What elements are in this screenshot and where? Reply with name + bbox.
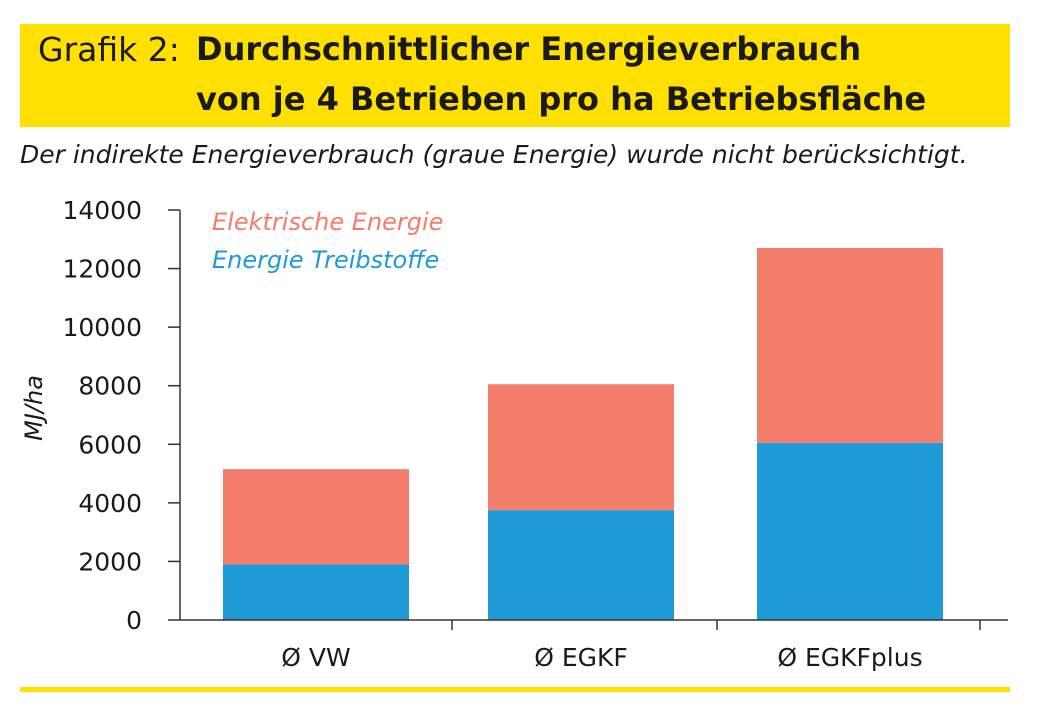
bar-elektrische-energie-1 [223,469,409,565]
bar-energie-treibstoffe-2 [488,510,674,620]
chart-title-line-1: Durchschnittlicher Energieverbrauch [196,30,862,68]
bar-elektrische-energie-3 [757,248,943,443]
y-tick-label: 2000 [78,547,142,576]
bar-energie-treibstoffe-1 [223,564,409,620]
x-tick-label: Ø EGKFplus [777,643,922,672]
axes-group: Ø VW Ø EGKF Ø EGKFplus 0 2000 4000 6000 8000 100… [62,196,1008,672]
y-tick-label: 8000 [78,372,142,401]
legend-energie-treibstoffe: Energie Treibstoffe [212,246,439,274]
x-tick-label: Ø VW [281,643,350,672]
figure-label: Grafik 2: [38,30,180,69]
x-tick-label: Ø EGKF [534,643,628,672]
y-tick-label: 4000 [78,489,142,518]
y-tick-label: 14000 [62,196,142,225]
legend-elektrische-energie: Elektrische Energie [212,208,443,236]
bar-energie-treibstoffe-3 [757,442,943,620]
bar-elektrische-energie-2 [488,384,674,511]
y-tick-label: 12000 [62,255,142,284]
y-axis-label: MJ/ha [20,375,48,441]
bottom-rule [20,687,1010,692]
chart-title-line-2: von je 4 Betrieben pro ha Betriebsfläche [196,80,927,118]
chart-subtitle: Der indirekte Energieverbrauch (graue En… [20,140,968,169]
y-tick-label: 10000 [62,313,142,342]
y-tick-label: 0 [126,606,142,635]
legend-group: Elektrische Energie Energie Treibstoffe [212,208,443,274]
bar-group [223,248,943,620]
title-band [20,24,1010,127]
y-tick-label: 6000 [78,430,142,459]
